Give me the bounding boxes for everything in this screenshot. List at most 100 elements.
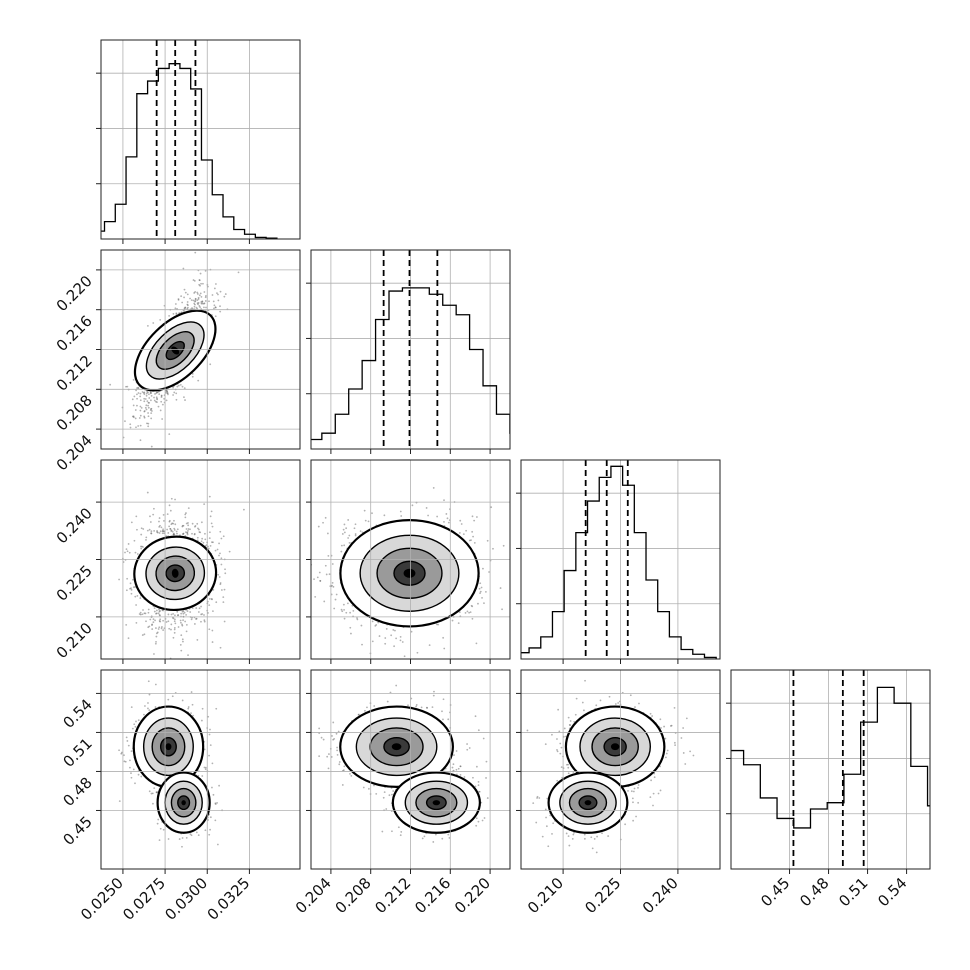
panel-content	[109, 251, 240, 448]
x-tick-label: 0.48	[796, 874, 832, 910]
scatter-point	[460, 523, 463, 525]
scatter-point	[200, 605, 202, 608]
scatter-point	[356, 617, 358, 619]
scatter-point	[184, 399, 186, 401]
scatter-point	[446, 517, 449, 520]
scatter-point	[147, 401, 150, 404]
scatter-point	[159, 620, 162, 623]
scatter-point	[147, 702, 149, 704]
scatter-point	[203, 306, 205, 309]
scatter-point	[202, 541, 205, 544]
scatter-point	[181, 699, 184, 702]
scatter-point	[200, 540, 203, 543]
scatter-point	[109, 383, 112, 386]
scatter-point	[172, 612, 175, 615]
scatter-point	[201, 775, 204, 777]
scatter-point	[155, 632, 158, 635]
scatter-point	[214, 315, 217, 318]
scatter-point	[154, 642, 157, 645]
scatter-point	[197, 834, 200, 836]
scatter-point	[124, 420, 126, 423]
panel-content	[118, 680, 223, 848]
scatter-point	[202, 302, 205, 305]
scatter-point	[191, 532, 193, 535]
scatter-point	[210, 522, 213, 525]
scatter-point	[394, 629, 396, 632]
scatter-point	[142, 609, 144, 611]
scatter-point	[151, 410, 153, 412]
scatter-point	[212, 300, 215, 303]
scatter-point	[313, 578, 315, 581]
scatter-point	[160, 526, 163, 529]
scatter-point	[157, 628, 160, 630]
scatter-point	[158, 393, 161, 396]
scatter-point	[343, 523, 346, 526]
scatter-point	[468, 539, 471, 542]
scatter-point	[158, 620, 161, 622]
scatter-point	[195, 607, 198, 609]
panel-content	[311, 487, 505, 658]
scatter-point	[204, 269, 207, 272]
scatter-point	[348, 534, 351, 537]
scatter-point	[181, 624, 184, 627]
scatter-point	[473, 541, 476, 544]
scatter-point	[143, 612, 146, 615]
scatter-point	[328, 573, 331, 576]
scatter-point	[343, 617, 346, 620]
scatter-point	[390, 634, 393, 637]
scatter-point	[139, 611, 142, 614]
scatter-point	[132, 404, 135, 407]
scatter-point	[159, 614, 161, 617]
scatter-point	[142, 392, 145, 394]
scatter-point	[170, 497, 173, 500]
scatter-point	[154, 619, 156, 622]
scatter-point	[199, 284, 201, 287]
scatter-point	[459, 519, 462, 522]
scatter-point	[224, 572, 227, 575]
scatter-point	[177, 299, 180, 301]
scatter-point	[147, 422, 150, 425]
scatter-point	[144, 612, 147, 615]
scatter-point	[197, 379, 200, 382]
scatter-point	[451, 619, 454, 622]
scatter-point	[443, 499, 445, 502]
scatter-point	[125, 548, 128, 550]
scatter-point	[130, 750, 133, 753]
scatter-point	[479, 590, 482, 593]
scatter-point	[364, 519, 367, 522]
scatter-point	[194, 291, 197, 293]
scatter-point	[332, 585, 335, 588]
scatter-point	[173, 620, 176, 623]
scatter-point	[184, 306, 187, 309]
scatter-point	[157, 612, 160, 615]
histogram-panel-1	[306, 249, 511, 454]
scatter-point	[143, 393, 146, 396]
scatter-point	[191, 703, 194, 706]
scatter-point	[154, 400, 157, 403]
scatter-point	[191, 372, 194, 375]
scatter-point	[385, 628, 388, 630]
scatter-point	[189, 528, 191, 531]
scatter-point	[174, 303, 177, 305]
scatter-point	[145, 392, 148, 395]
scatter-point	[211, 629, 214, 632]
scatter-point	[468, 611, 470, 614]
scatter-point	[160, 627, 163, 630]
scatter-point	[392, 629, 395, 631]
scatter-point	[203, 619, 206, 622]
scatter-point	[134, 595, 137, 598]
scatter-point	[159, 618, 162, 621]
scatter-point	[214, 803, 217, 806]
scatter-point	[139, 439, 142, 442]
scatter-point	[182, 610, 185, 613]
scatter-point	[189, 833, 192, 836]
scatter-point	[131, 415, 134, 418]
scatter-point	[212, 793, 215, 796]
scatter-point	[156, 391, 158, 394]
scatter-point	[331, 563, 334, 565]
scatter-point	[168, 504, 171, 507]
y-tick-label: 0.212	[53, 352, 96, 395]
scatter-point	[150, 445, 153, 448]
scatter-point	[152, 621, 155, 624]
